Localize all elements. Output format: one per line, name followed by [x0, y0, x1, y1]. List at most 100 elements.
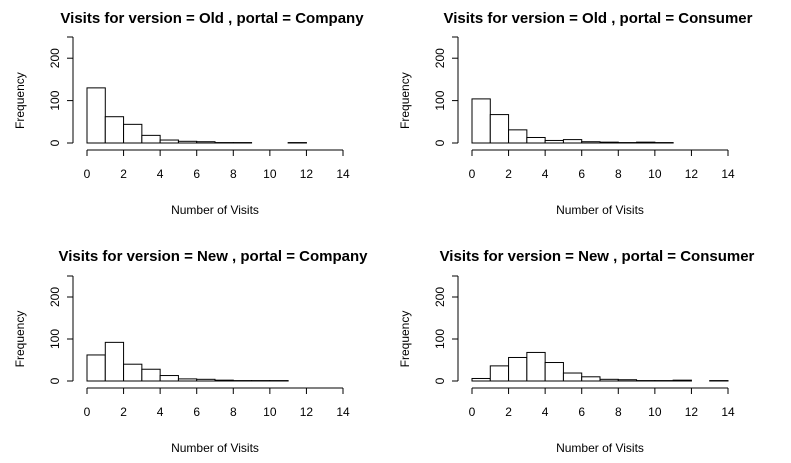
- axes: 0 2 4 6 8 10 12 14 0 100 200: [433, 36, 735, 181]
- y-tick-label: 200: [48, 287, 62, 307]
- histogram-bar: [617, 379, 638, 382]
- x-tick-label: 10: [263, 405, 277, 419]
- x-axis-label: Number of Visits: [171, 441, 259, 455]
- y-tick-label: 100: [48, 329, 62, 349]
- axes: 0 2 4 6 8 10 12 14 0 100 200: [48, 275, 350, 419]
- x-tick-label: 8: [230, 167, 237, 181]
- histogram-bar: [141, 368, 161, 382]
- histogram-bar: [196, 141, 216, 144]
- histogram-bar: [562, 372, 583, 382]
- x-tick-label: 12: [685, 167, 699, 181]
- panel-title: Visits for version = New , portal = Comp…: [59, 248, 369, 265]
- panel-title: Visits for version = Old , portal = Cons…: [444, 10, 753, 27]
- x-tick-label: 6: [193, 167, 200, 181]
- histogram-bar: [672, 379, 692, 382]
- histogram-bar: [636, 141, 656, 144]
- x-tick-label: 14: [336, 405, 350, 419]
- x-tick-label: 8: [615, 405, 622, 419]
- panel-title: Visits for version = Old , portal = Comp…: [60, 10, 364, 27]
- x-tick-label: 10: [648, 167, 662, 181]
- x-tick-label: 0: [84, 167, 91, 181]
- histogram-bar: [526, 136, 546, 144]
- x-tick-label: 0: [469, 167, 476, 181]
- histogram-bar: [562, 139, 583, 144]
- histogram-bar: [214, 379, 234, 382]
- y-axis-label: Frequency: [398, 72, 412, 129]
- histogram-bar: [159, 375, 179, 382]
- histogram-bar: [123, 363, 143, 382]
- histogram-bar: [86, 354, 106, 382]
- x-tick-label: 4: [542, 405, 549, 419]
- histogram-bar: [141, 134, 161, 144]
- histogram-bar: [471, 377, 491, 382]
- x-axis-label: Number of Visits: [171, 203, 259, 217]
- histogram-bar: [196, 378, 216, 382]
- x-tick-label: 0: [469, 405, 476, 419]
- histogram-bar: [508, 356, 528, 382]
- x-tick-label: 8: [230, 405, 237, 419]
- x-axis-label: Number of Visits: [556, 441, 644, 455]
- x-tick-label: 2: [505, 405, 512, 419]
- x-tick-label: 6: [193, 405, 200, 419]
- histogram-bar: [489, 365, 510, 382]
- histogram-bars: [86, 87, 307, 144]
- histogram-bars: [86, 341, 289, 382]
- y-axis-label: Frequency: [398, 311, 412, 368]
- histogram-bar: [599, 141, 619, 144]
- histogram-bar: [123, 123, 143, 144]
- x-tick-label: 12: [300, 167, 314, 181]
- y-tick-label: 100: [433, 329, 447, 349]
- axes: 0 2 4 6 8 10 12 14 0 100 200: [48, 36, 350, 181]
- y-tick-label: 200: [433, 48, 447, 68]
- histogram-panel-old-company: Visits for version = Old , portal = Comp…: [13, 10, 364, 217]
- x-tick-label: 14: [721, 167, 735, 181]
- x-tick-label: 6: [578, 167, 585, 181]
- histogram-bar: [544, 362, 564, 382]
- histogram-bar: [508, 129, 528, 144]
- x-tick-label: 12: [300, 405, 314, 419]
- x-tick-label: 14: [336, 167, 350, 181]
- histogram-bars: [471, 98, 674, 144]
- x-tick-label: 2: [120, 405, 127, 419]
- histogram-bar: [544, 139, 564, 144]
- histogram-bar: [581, 376, 601, 382]
- x-tick-label: 6: [578, 405, 585, 419]
- panel-title: Visits for version = New , portal = Cons…: [440, 248, 755, 265]
- x-tick-label: 4: [157, 167, 164, 181]
- y-tick-label: 100: [48, 90, 62, 110]
- axes: 0 2 4 6 8 10 12 14 0 100 200: [433, 275, 735, 419]
- histogram-bar: [526, 351, 546, 382]
- y-tick-label: 0: [48, 377, 62, 384]
- histogram-panel-old-consumer: Visits for version = Old , portal = Cons…: [398, 10, 752, 217]
- histogram-bar: [489, 114, 510, 144]
- x-tick-label: 4: [542, 167, 549, 181]
- histogram-bar: [581, 141, 601, 144]
- histogram-bar: [159, 139, 179, 144]
- x-tick-label: 2: [505, 167, 512, 181]
- histogram-bar: [177, 378, 198, 382]
- x-tick-label: 4: [157, 405, 164, 419]
- y-axis-label: Frequency: [13, 72, 27, 129]
- y-tick-label: 200: [433, 287, 447, 307]
- x-tick-label: 12: [685, 405, 699, 419]
- x-tick-label: 2: [120, 167, 127, 181]
- y-tick-label: 0: [433, 139, 447, 146]
- histogram-panel-new-consumer: Visits for version = New , portal = Cons…: [398, 248, 754, 455]
- histogram-bar: [104, 116, 125, 144]
- histogram-bar: [599, 378, 619, 382]
- histogram-bar: [86, 87, 106, 144]
- y-axis-label: Frequency: [13, 311, 27, 368]
- x-tick-label: 14: [721, 405, 735, 419]
- histogram-bar: [177, 140, 198, 144]
- y-tick-label: 0: [48, 139, 62, 146]
- y-tick-label: 0: [433, 377, 447, 384]
- histogram-bars: [471, 351, 729, 382]
- y-tick-label: 200: [48, 48, 62, 68]
- x-tick-label: 10: [263, 167, 277, 181]
- y-tick-label: 100: [433, 90, 447, 110]
- histogram-bar: [471, 98, 491, 144]
- x-axis-label: Number of Visits: [556, 203, 644, 217]
- x-tick-label: 0: [84, 405, 91, 419]
- histogram-panel-new-company: Visits for version = New , portal = Comp…: [13, 248, 368, 455]
